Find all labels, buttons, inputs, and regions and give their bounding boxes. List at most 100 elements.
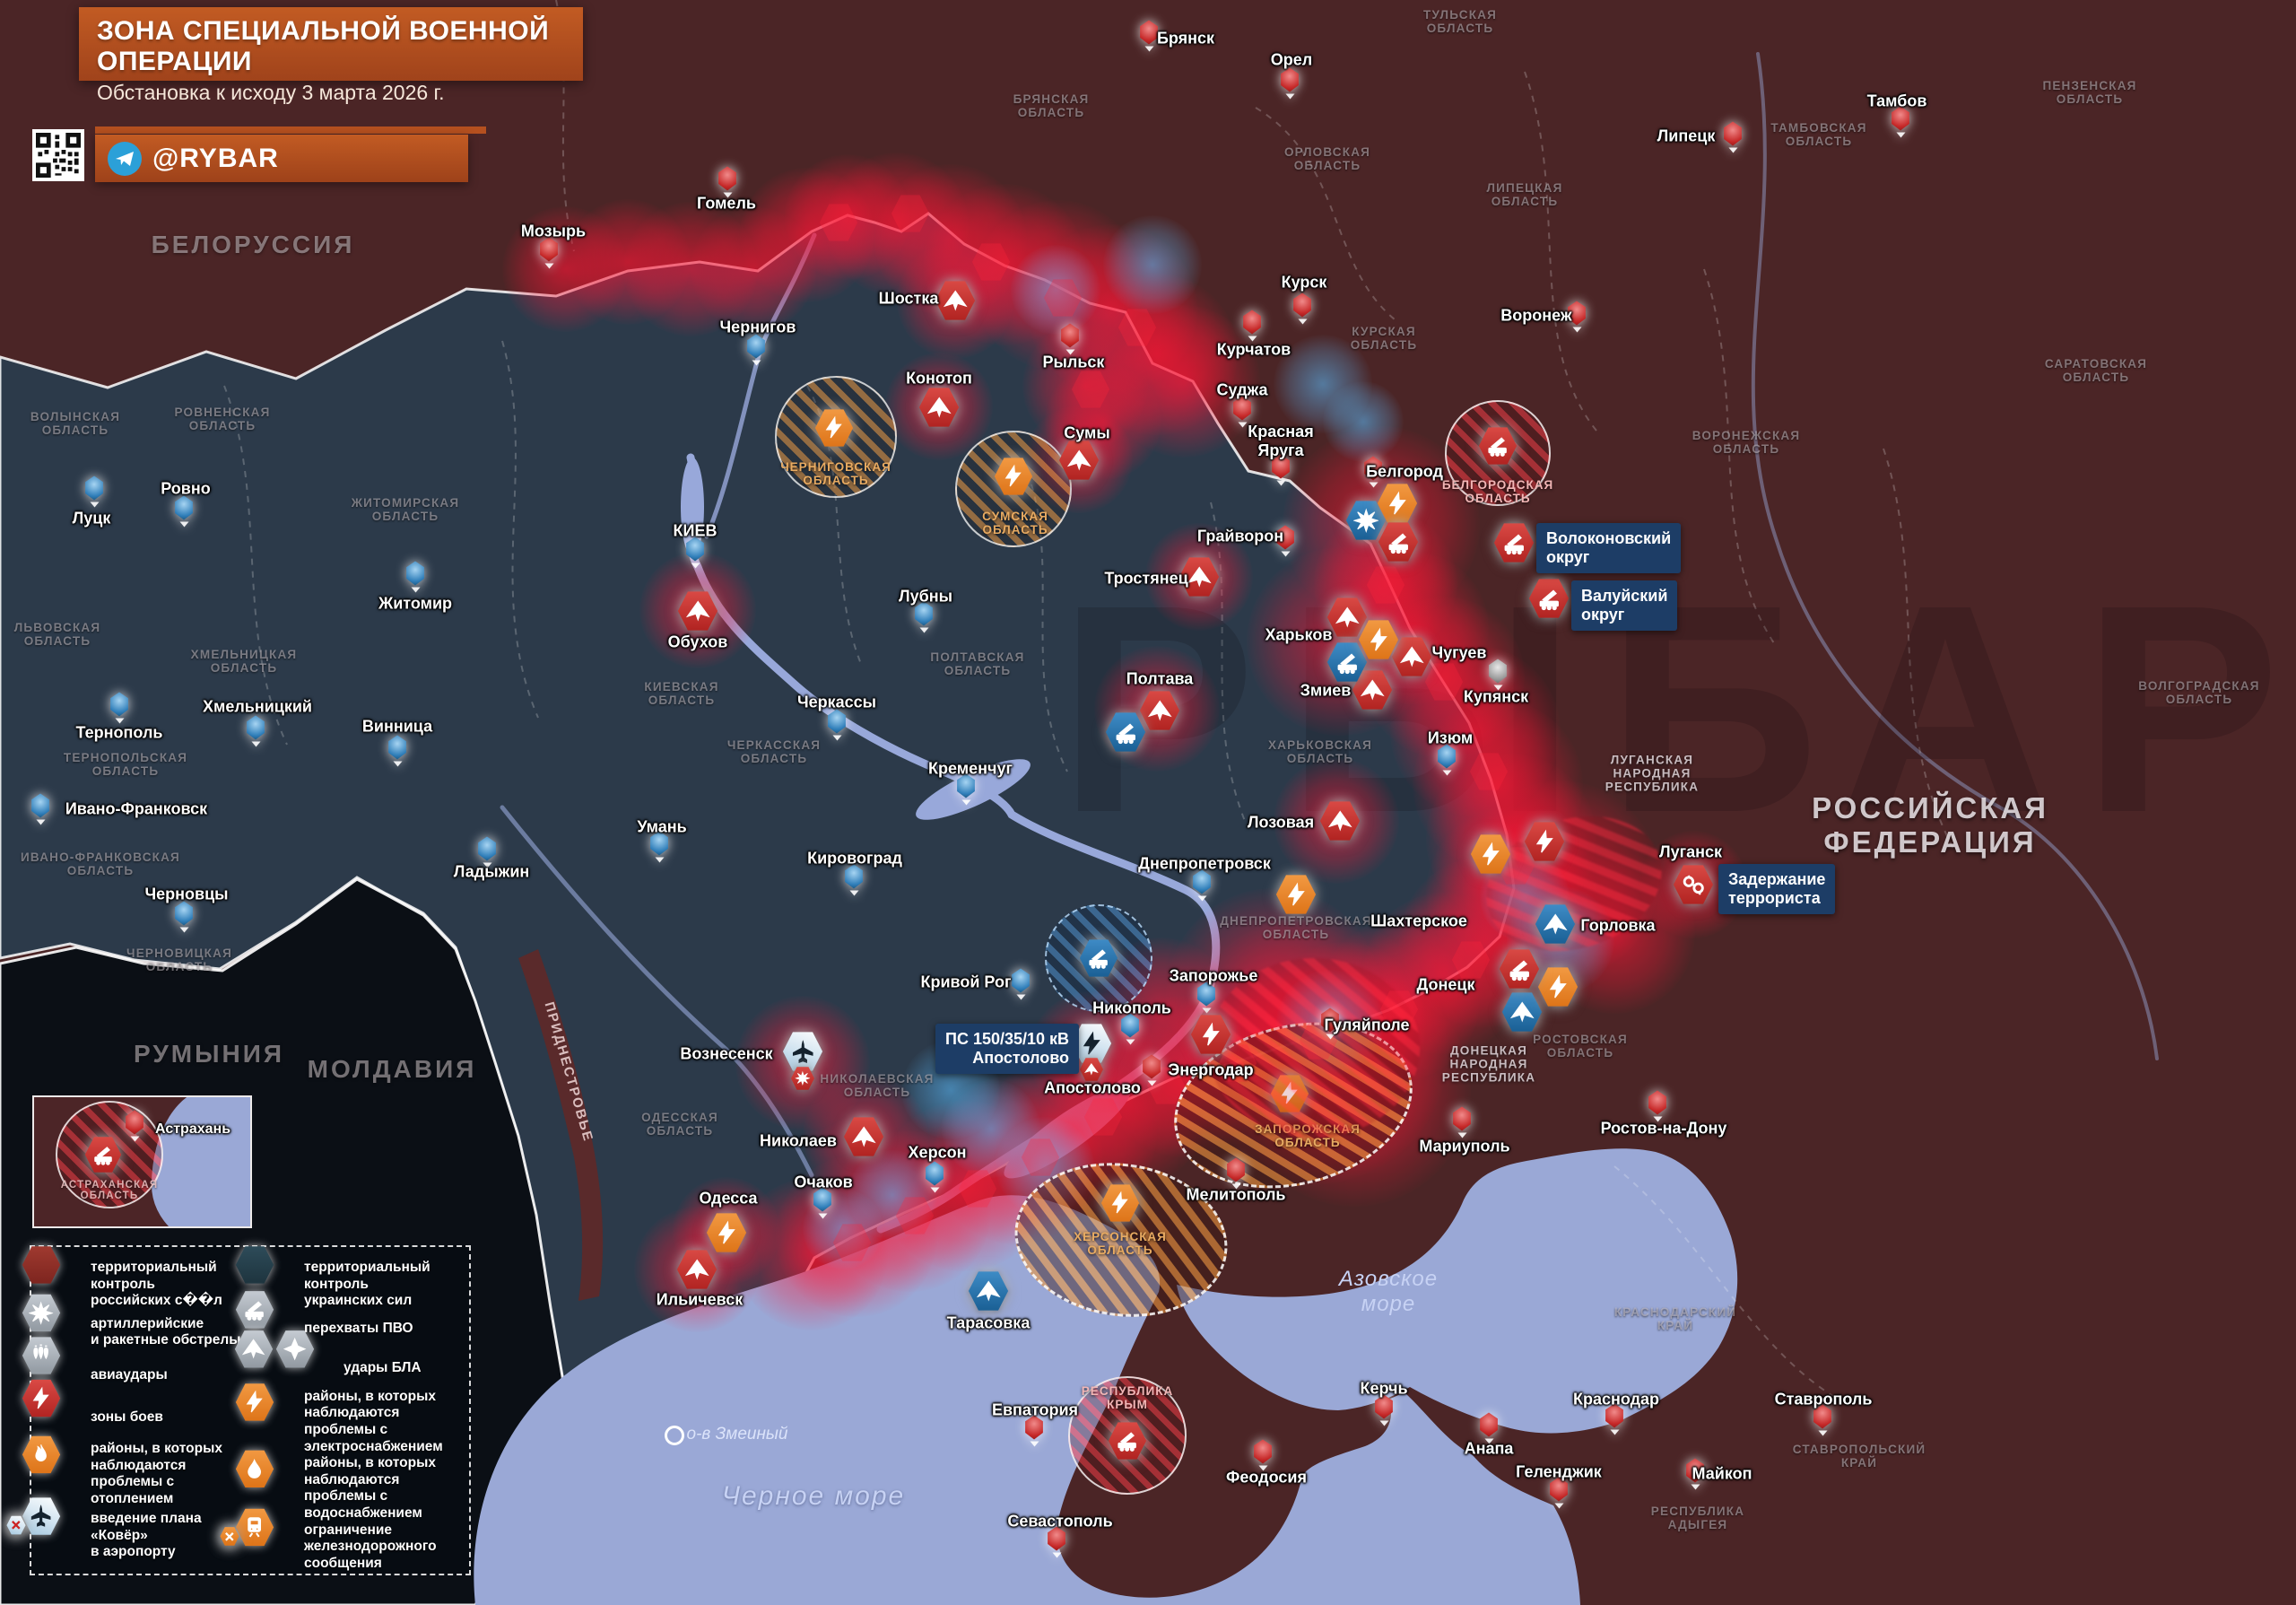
telegram-icon <box>108 141 142 176</box>
pin-shape <box>388 735 406 760</box>
city-pin-red <box>1891 106 1911 138</box>
zone-label: РЕСПУБЛИКА КРЫМ <box>1081 1384 1174 1411</box>
pin-tail <box>849 890 858 896</box>
pin-tail <box>1554 1503 1563 1509</box>
city-pin-red <box>1374 1394 1395 1426</box>
city-pin <box>125 1110 145 1142</box>
flame-legend-icon <box>22 1435 61 1474</box>
city-pin-red <box>718 166 738 198</box>
city-pin-red <box>1479 1412 1500 1444</box>
pin-tail <box>919 627 928 633</box>
pin-shape <box>1254 1439 1272 1464</box>
hex-shape <box>220 1527 239 1546</box>
legend: территориальный контроль российских с��л… <box>6 1245 471 1575</box>
pin-shape <box>1550 1477 1568 1502</box>
pin-shape <box>718 166 736 191</box>
city-pin-blue <box>405 561 426 593</box>
aa-zone-icon <box>1478 426 1518 466</box>
legend-item-label: артиллерийские и ракетные обстрелы <box>91 1315 241 1348</box>
hex-shape <box>235 1291 274 1329</box>
hex-shape <box>1528 579 1570 618</box>
aa-zone-icon <box>1108 1421 1147 1461</box>
hex-shape <box>235 1450 274 1488</box>
pin-shape <box>406 561 424 586</box>
legend-item-icons <box>234 1330 335 1389</box>
legend-item-icons <box>235 1246 295 1304</box>
legend-item-label: авиаудары <box>91 1366 168 1383</box>
pin-tail <box>1572 327 1581 333</box>
pin-tail <box>1379 1420 1388 1426</box>
pin-tail <box>1728 147 1737 153</box>
city-pin-blue <box>84 475 105 508</box>
mini-x-icon <box>6 1515 26 1535</box>
map-title: ЗОНА СПЕЦИАЛЬНОЙ ВОЕННОЙ ОПЕРАЦИИ <box>97 16 550 76</box>
city-pin-blue <box>174 495 195 528</box>
legend-item-icons <box>22 1379 82 1438</box>
legend-item-label: удары БЛА <box>344 1360 422 1376</box>
island-ring-marker <box>665 1426 684 1445</box>
hex-shape <box>235 1508 274 1547</box>
legend-item-icons <box>6 1497 82 1556</box>
city-pin-red <box>1567 301 1587 333</box>
city-pin-red <box>1605 1403 1625 1435</box>
legend-item-label: введение плана «Ковёр» в аэропорту <box>91 1511 202 1560</box>
pin-shape <box>1193 869 1211 894</box>
hex-shape <box>22 1497 61 1535</box>
zone-label: СУМСКАЯ ОБЛАСТЬ <box>982 510 1048 536</box>
pin-shape <box>85 475 103 501</box>
pin-tail <box>1285 93 1294 100</box>
pin-shape <box>1605 1403 1623 1428</box>
pin-shape <box>1375 1394 1393 1419</box>
pin-tail <box>179 521 188 528</box>
city-pin-blue <box>844 864 865 896</box>
hex-shape <box>22 1294 61 1332</box>
pin-shape <box>1724 121 1742 146</box>
legend-item-label: ограничение железнодорожного сообщения <box>304 1522 437 1571</box>
city-pin-blue <box>30 793 51 825</box>
pin-tail <box>90 502 99 508</box>
pin-tail <box>1653 1116 1662 1122</box>
pin-tail <box>1258 1465 1267 1471</box>
bolt-zone-icon <box>814 408 854 448</box>
pin-tail <box>1484 1438 1493 1444</box>
channel-name: @RYBAR <box>152 143 279 173</box>
pin-shape <box>1813 1404 1831 1429</box>
pin-tail <box>1276 480 1285 486</box>
city-pin-blue <box>649 831 670 863</box>
city-pin-red <box>1685 1458 1706 1490</box>
bolt-legend-icon <box>235 1383 274 1422</box>
pin-shape <box>845 864 863 889</box>
legend-item-icons <box>235 1383 295 1442</box>
callout-box: Задержание террориста <box>1718 864 1836 915</box>
legend-item-icons <box>22 1337 82 1395</box>
pin-shape <box>1892 106 1909 131</box>
pin-shape <box>957 773 975 798</box>
pin-tail <box>1016 994 1025 1000</box>
city-pin-red <box>1549 1477 1570 1509</box>
azov-sea <box>1177 1148 1738 1434</box>
map-subtitle: Обстановка к исходу 3 марта 2026 г. <box>97 81 445 104</box>
legend-item-icons <box>22 1435 82 1494</box>
legend-item: удары БЛА <box>234 1330 460 1389</box>
pin-tail <box>393 761 402 767</box>
title-bar: ЗОНА СПЕЦИАЛЬНОЙ ВОЕННОЙ ОПЕРАЦИИ Обстан… <box>79 7 583 104</box>
mini-x-icon <box>220 1526 239 1546</box>
legend-item-label: зоны боев <box>91 1409 163 1426</box>
drone-legend-icon <box>234 1330 274 1369</box>
pin-shape <box>1568 301 1586 326</box>
pin-shape <box>747 334 765 359</box>
legend-item: зоны боев <box>22 1379 247 1438</box>
pin-tail <box>961 799 970 806</box>
city-pin-red <box>1723 121 1744 153</box>
hex-shape <box>234 1330 274 1368</box>
pin-shape <box>31 793 49 818</box>
channel-strip <box>95 126 486 134</box>
pin-shape <box>175 495 193 520</box>
hex-shape <box>1493 523 1535 563</box>
pin-shape <box>1140 20 1158 45</box>
city-pin-red <box>1292 292 1313 325</box>
pin-tail <box>36 819 45 825</box>
city-pin-blue <box>477 836 498 868</box>
legend-item-label: районы, в которых наблюдаются проблемы с… <box>91 1441 222 1506</box>
legend-item-label: районы, в которых наблюдаются проблемы с… <box>304 1388 443 1454</box>
